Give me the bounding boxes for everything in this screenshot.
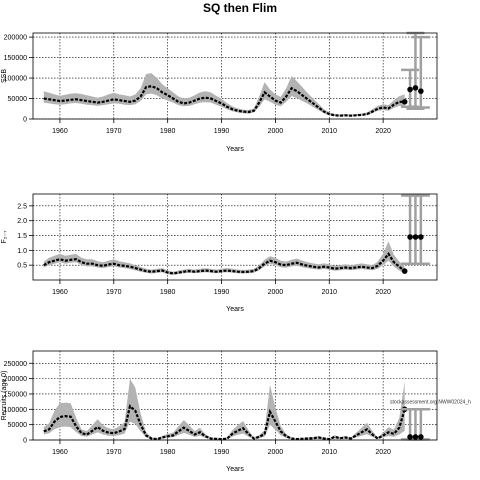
plot-frame [32,193,438,281]
projection-point [412,434,419,440]
y-axis-label: Recruits (age 0) [1,371,8,421]
last-estimate-point [401,99,408,105]
x-tick-label: 1970 [106,289,122,296]
y-tick-label: 100000 [4,76,27,83]
plot-frame [32,350,438,441]
y-tick-label: 250000 [4,361,27,368]
y-tick-label: 0.5 [17,263,27,270]
confidence-band [43,73,405,117]
x-tick-label: 2010 [321,449,337,456]
estimate-line [43,252,406,275]
y-tick-label: 200000 [4,376,27,383]
x-tick-label: 1970 [106,128,122,135]
x-tick-label: 1990 [214,289,230,296]
panel-3: 1960 1970 1980 1990 2000 2010 2020 0 50000 100000… [1,350,471,473]
x-tick-label: 1960 [52,449,68,456]
x-tick-label: 2020 [375,128,391,135]
x-tick-label: 1960 [52,128,68,135]
y-axis-label: SSB [1,69,8,83]
y-tick-label: 50000 [8,422,28,429]
y-tick-label: 2.5 [17,203,27,210]
y-tick-label: 150000 [4,55,27,62]
x-axis-label: Years [226,466,244,473]
y-tick-label: 50000 [8,96,28,103]
projection-point [412,234,419,240]
x-tick-label: 1970 [106,449,122,456]
projection-point [407,434,413,440]
plot-frame [32,32,438,120]
projection-point [407,234,413,240]
x-axis-label: Years [226,146,244,153]
estimate-line [43,85,405,117]
figure-title: SQ then Flim [202,1,277,15]
y-tick-label: 0 [23,438,27,445]
x-tick-label: 1980 [160,128,176,135]
projection-point [418,434,424,440]
y-tick-label: 150000 [4,391,27,398]
x-tick-label: 2000 [268,449,284,456]
y-tick-label: 2.0 [17,218,27,225]
y-tick-label: 1.0 [17,248,27,255]
x-tick-label: 2000 [268,289,284,296]
x-tick-label: 2010 [321,128,337,135]
x-tick-label: 2020 [375,289,391,296]
x-tick-label: 1980 [160,289,176,296]
confidence-band [43,378,405,440]
x-tick-label: 2010 [321,289,337,296]
x-tick-label: 1990 [214,128,230,135]
projection-point [418,88,424,94]
projection-point [418,234,424,240]
panel-2: 1960 1970 1980 1990 2000 2010 2020 0.5 1.0 1.5 2.0… [1,193,438,313]
y-tick-label: 0 [23,117,27,124]
x-tick-label: 1990 [214,449,230,456]
x-tick-label: 1980 [160,449,176,456]
watermark-annotation: stockassessment.org NWW02024_h [390,400,471,406]
last-estimate-point [401,268,408,274]
y-tick-label: 1.5 [17,233,27,240]
x-tick-label: 2000 [268,128,284,135]
y-tick-label: 100000 [4,407,27,414]
estimate-line [43,404,406,441]
x-axis-label: Years [226,306,244,313]
y-tick-label: 200000 [4,35,27,42]
projection-point [412,85,419,91]
projection-point [407,86,413,93]
x-tick-label: 2020 [375,449,391,456]
y-axis-label: F₂₋₇ [1,230,8,244]
x-tick-label: 1960 [52,289,68,296]
panel-1: 1960 1970 1980 1990 2000 2010 2020 0 50000 100000… [1,31,438,153]
